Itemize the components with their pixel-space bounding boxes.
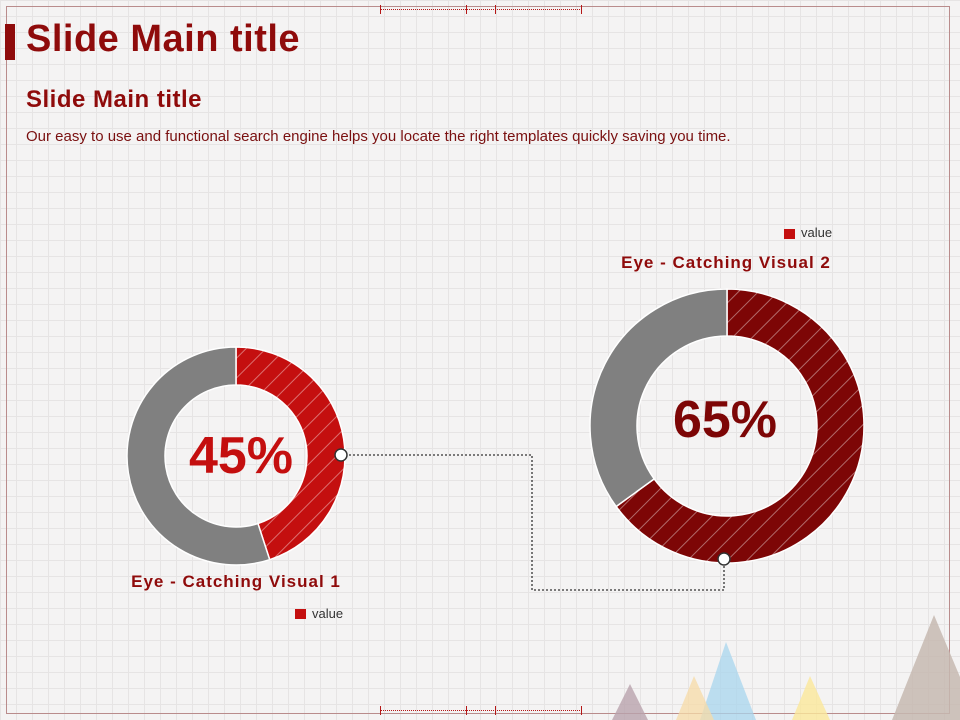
title-accent-bar (5, 24, 15, 60)
bottom-ruler-decoration (380, 706, 582, 716)
chart2-legend-label: value (801, 225, 832, 240)
connector-line (341, 454, 725, 591)
connector-dot-2 (717, 552, 731, 566)
page-title: Slide Main title (26, 18, 301, 60)
chart1-legend-label: value (312, 606, 343, 621)
chart1-center-label: 45% (189, 427, 293, 485)
chart2-value-slice-stripes (616, 289, 864, 563)
chart2-legend-swatch (784, 229, 795, 239)
donut-chart-2 (589, 288, 865, 564)
section-title: Slide Main title (26, 86, 203, 113)
chart1-remainder-slice (126, 346, 271, 566)
chart1-value-slice-stripes (236, 347, 345, 560)
description-text: Our easy to use and functional search en… (26, 128, 731, 145)
chart2-center-label: 65% (673, 391, 777, 449)
decorative-triangles (612, 615, 960, 720)
chart1-title: Eye - Catching Visual 1 (131, 572, 341, 591)
donut-chart-1 (126, 346, 346, 566)
connector-dot-1 (334, 448, 348, 462)
chart1-legend-swatch (295, 609, 306, 619)
chart2-title: Eye - Catching Visual 2 (621, 253, 831, 272)
top-ruler-decoration (380, 5, 582, 15)
chart2-remainder-slice (589, 288, 728, 508)
